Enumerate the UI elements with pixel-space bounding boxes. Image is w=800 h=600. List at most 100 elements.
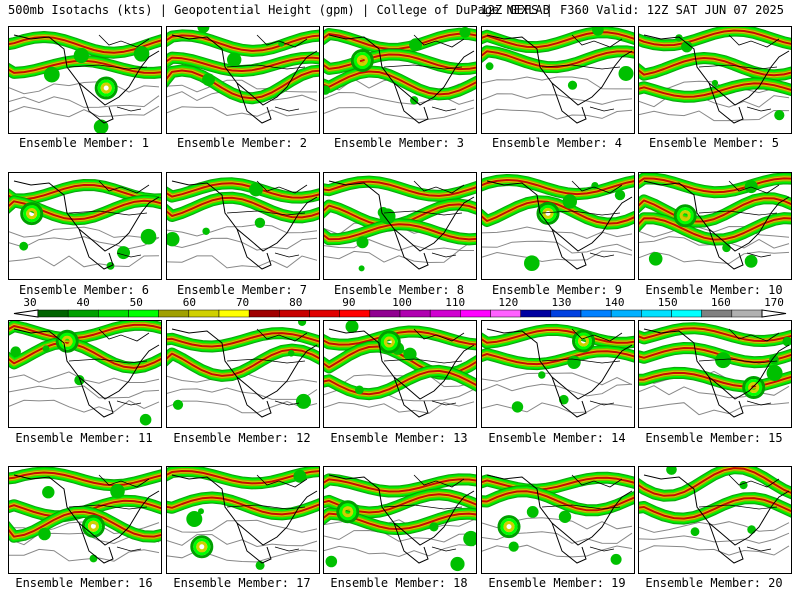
wind-blob	[769, 354, 779, 365]
closed-low	[26, 208, 38, 220]
colorbar-swatch	[460, 309, 491, 318]
wind-blob	[355, 385, 364, 395]
ensemble-map-panel	[481, 320, 635, 428]
ensemble-map-panel	[8, 172, 162, 280]
coastline	[571, 180, 623, 194]
wind-blob	[293, 469, 307, 483]
colorbar-swatch	[731, 309, 763, 318]
coastline	[551, 522, 587, 564]
coastline	[236, 228, 272, 270]
border-line	[226, 504, 306, 510]
wind-blob	[485, 62, 494, 71]
height-contour	[639, 109, 790, 122]
ensemble-map-panel	[323, 172, 477, 280]
jet-streak	[482, 350, 634, 366]
wind-blob	[19, 241, 29, 251]
wind-blob	[562, 194, 577, 209]
colorbar-swatch	[339, 309, 371, 318]
border-line	[383, 210, 463, 216]
coastline	[13, 34, 160, 106]
colorbar-tick-label: 170	[764, 296, 784, 309]
coastline	[236, 522, 272, 564]
height-contour	[167, 519, 318, 533]
closed-low	[383, 336, 395, 348]
coastline	[171, 34, 318, 106]
coastline	[98, 180, 150, 194]
wind-blob	[43, 66, 60, 83]
jet-streak	[639, 177, 791, 194]
height-contour	[167, 534, 318, 548]
colorbar-swatch	[399, 309, 431, 318]
coastline	[708, 522, 744, 564]
member-map	[639, 173, 791, 270]
coastline	[413, 328, 465, 342]
wind-blob	[675, 34, 683, 42]
wind-blob	[377, 207, 389, 218]
border-line	[226, 358, 306, 364]
closed-low	[497, 515, 521, 539]
coastline	[551, 376, 587, 418]
coastline	[643, 328, 790, 400]
coastline	[116, 546, 142, 552]
coastline	[551, 82, 587, 124]
coastline	[274, 400, 300, 406]
height-contour	[639, 521, 790, 533]
wind-blob	[38, 527, 51, 541]
wind-blob	[167, 232, 180, 247]
closed-low	[572, 329, 595, 353]
height-contour	[167, 255, 318, 269]
colorbar-tick-label: 30	[23, 296, 36, 309]
coastline	[708, 228, 744, 270]
height-contour	[482, 250, 633, 263]
colorbar-swatch	[218, 309, 250, 318]
member-map	[482, 471, 634, 565]
member-caption: Ensemble Member: 5	[648, 136, 780, 150]
wind-blob	[610, 553, 622, 565]
closed-low	[350, 49, 374, 72]
wind-blob	[715, 352, 732, 369]
member-map	[324, 27, 476, 124]
jet-streak	[9, 471, 161, 487]
height-contour	[9, 105, 160, 118]
height-contour	[639, 545, 790, 556]
colorbar-swatch	[188, 309, 220, 318]
coastline	[728, 34, 780, 48]
height-contour	[167, 224, 318, 237]
border-line	[698, 504, 778, 510]
colorbar-tick-label: 160	[711, 296, 731, 309]
member-caption: Ensemble Member: 3	[333, 136, 465, 150]
coastline	[643, 180, 790, 252]
jet-streak	[482, 328, 634, 344]
wind-blob	[296, 393, 311, 409]
closed-low	[377, 330, 401, 354]
member-caption: Ensemble Member: 8	[333, 283, 465, 297]
coastline	[13, 474, 160, 546]
coastline	[98, 474, 150, 488]
coastline	[571, 34, 623, 48]
jet-streak	[639, 217, 791, 241]
jet-streak	[639, 347, 791, 364]
closed-low	[748, 382, 760, 393]
colorbar-right-arrow	[761, 309, 787, 318]
wind-blob	[747, 525, 756, 534]
jet-streak	[167, 332, 319, 348]
height-contour	[9, 226, 160, 239]
coastline	[589, 106, 615, 112]
height-contour	[324, 401, 475, 414]
colorbar-swatch	[641, 309, 672, 318]
ensemble-map-panel	[323, 320, 477, 428]
coastline	[708, 376, 744, 418]
height-contour	[482, 544, 633, 558]
height-contour	[482, 93, 633, 105]
member-caption: Ensemble Member: 13	[330, 431, 468, 445]
wind-blob	[592, 27, 604, 36]
member-caption: Ensemble Member: 1	[18, 136, 150, 150]
closed-low	[500, 518, 518, 536]
member-map	[639, 467, 791, 564]
coastline	[256, 328, 308, 342]
height-contour	[639, 225, 790, 238]
jet-streak	[167, 34, 319, 52]
coastline	[589, 252, 615, 258]
wind-blob	[42, 486, 55, 499]
wind-blob	[690, 527, 700, 537]
